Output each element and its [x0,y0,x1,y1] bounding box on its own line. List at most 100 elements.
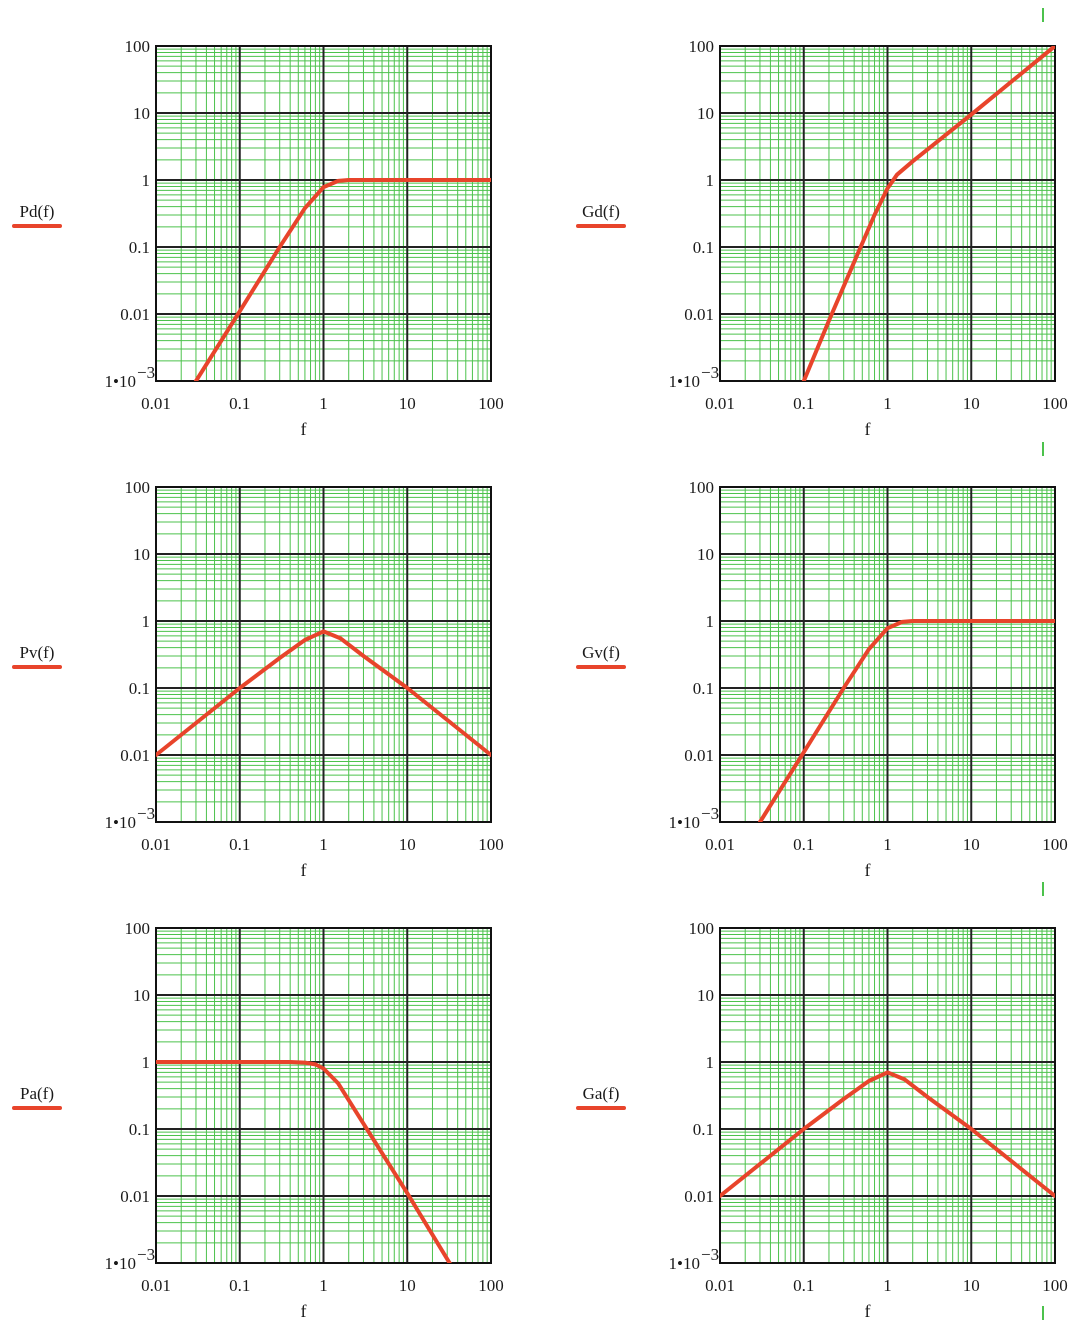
legend-swatch [12,224,62,228]
x-tick-label: 100 [478,394,504,413]
plot-svg: 0.01 0.1 1 10 100 1•10 −3 0.01 0.1 1 10 100 f [669,919,1068,1321]
legend-swatch [12,665,62,669]
x-axis-label: f [865,1301,871,1321]
x-tick-label: 10 [963,1276,980,1295]
series-line [156,629,491,757]
plot-frame [155,486,492,823]
x-tick-label: 100 [478,1276,504,1295]
legend: Gd(f) [574,202,628,228]
y-tick-label: 0.01 [684,746,714,765]
x-tick-label: 0.01 [141,835,171,854]
y-tick-exponent: −3 [137,804,155,823]
x-tick-label: 100 [1042,394,1068,413]
x-tick-label: 10 [963,835,980,854]
y-tick-exponent: −3 [701,1245,719,1264]
region-marker [1042,1306,1044,1320]
legend-label: Gd(f) [582,202,620,221]
plot-svg: 0.01 0.1 1 10 100 1•10 −3 0.01 0.1 1 10 100 f [105,919,504,1321]
y-tick-exponent: −3 [701,804,719,823]
legend-label: Pa(f) [20,1084,54,1103]
y-tick-label: 1•10 [669,372,700,391]
chart-panel-4: 0.01 0.1 1 10 100 1•10 −3 0.01 0.1 1 10 100 f Gv(f) [564,441,1077,881]
y-tick-label: 100 [125,37,151,56]
y-tick-label: 0.1 [693,679,714,698]
legend: Pa(f) [10,1084,64,1110]
y-tick-label: 0.01 [120,1187,150,1206]
x-tick-label: 0.01 [705,394,735,413]
region-marker [1042,8,1044,22]
y-tick-label: 0.1 [129,679,150,698]
x-tick-label: 0.1 [229,1276,250,1295]
x-tick-label: 1 [883,835,892,854]
x-axis-label: f [865,860,871,880]
legend-swatch [576,665,626,669]
x-tick-label: 10 [399,394,416,413]
y-tick-label: 10 [133,986,150,1005]
y-tick-label: 10 [697,545,714,564]
x-tick-label: 0.1 [793,394,814,413]
plot-svg: 0.01 0.1 1 10 100 1•10 −3 0.01 0.1 1 10 100 f [105,37,504,439]
region-marker [1042,442,1044,456]
y-tick-label: 10 [133,104,150,123]
plot-frame [719,45,1056,382]
chart-panel-2: 0.01 0.1 1 10 100 1•10 −3 0.01 0.1 1 10 100 f Gd(f) [564,0,1077,440]
major-gridlines [720,46,1055,381]
y-tick-label: 1•10 [105,813,136,832]
x-tick-label: 100 [478,835,504,854]
legend: Ga(f) [574,1084,628,1110]
x-tick-label: 0.01 [705,835,735,854]
y-tick-label: 1•10 [105,372,136,391]
y-tick-label: 100 [689,478,715,497]
y-tick-label: 0.1 [693,238,714,257]
y-tick-label: 0.01 [120,746,150,765]
x-tick-label: 1 [319,394,328,413]
y-tick-label: 0.1 [693,1120,714,1139]
x-tick-label: 10 [963,394,980,413]
legend: Pd(f) [10,202,64,228]
x-tick-label: 0.01 [705,1276,735,1295]
major-gridlines [156,487,491,822]
y-tick-label: 0.01 [120,305,150,324]
y-tick-label: 100 [689,919,715,938]
plot-frame [155,927,492,1264]
plot-frame [155,45,492,382]
x-tick-label: 10 [399,835,416,854]
legend: Pv(f) [10,643,64,669]
legend: Gv(f) [574,643,628,669]
chart-panel-3: 0.01 0.1 1 10 100 1•10 −3 0.01 0.1 1 10 100 f Pv(f) [0,441,538,881]
y-tick-label: 0.1 [129,1120,150,1139]
plot-svg: 0.01 0.1 1 10 100 1•10 −3 0.01 0.1 1 10 100 f [669,478,1068,880]
y-tick-label: 1•10 [105,1254,136,1273]
chart-panel-6: 0.01 0.1 1 10 100 1•10 −3 0.01 0.1 1 10 100 f Ga(f) [564,882,1077,1322]
y-tick-label: 100 [125,919,151,938]
x-tick-label: 100 [1042,1276,1068,1295]
x-tick-label: 0.01 [141,1276,171,1295]
x-tick-label: 0.1 [793,1276,814,1295]
x-axis-label: f [301,860,307,880]
plot-frame [719,927,1056,1264]
legend-swatch [576,1106,626,1110]
series-line [156,1060,452,1263]
y-tick-label: 10 [133,545,150,564]
legend-label: Gv(f) [582,643,620,662]
plot-svg: 0.01 0.1 1 10 100 1•10 −3 0.01 0.1 1 10 100 f [105,478,504,880]
legend-swatch [576,224,626,228]
x-tick-label: 0.1 [229,835,250,854]
y-tick-exponent: −3 [137,1245,155,1264]
y-tick-label: 100 [689,37,715,56]
y-tick-label: 100 [125,478,151,497]
series-line [720,1070,1055,1198]
y-tick-label: 1 [142,171,151,190]
y-tick-label: 1 [706,612,715,631]
x-tick-label: 0.1 [793,835,814,854]
legend-label: Ga(f) [582,1084,620,1103]
x-tick-label: 10 [399,1276,416,1295]
x-axis-label: f [301,1301,307,1321]
x-tick-label: 1 [319,835,328,854]
x-tick-label: 0.01 [141,394,171,413]
y-tick-label: 1 [142,612,151,631]
x-axis-label: f [865,419,871,439]
plot-svg: 0.01 0.1 1 10 100 1•10 −3 0.01 0.1 1 10 100 f [669,37,1068,439]
y-tick-exponent: −3 [701,363,719,382]
